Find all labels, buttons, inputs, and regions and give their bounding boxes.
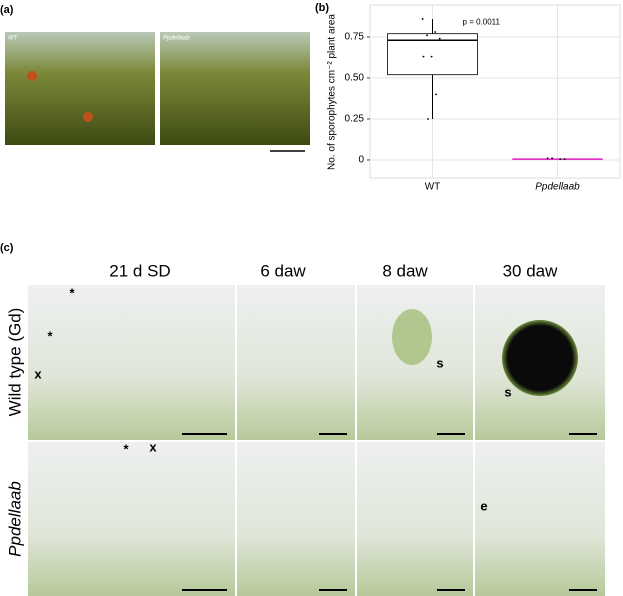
annotation: p = 0.0011 bbox=[463, 17, 501, 26]
annotation: * bbox=[69, 285, 75, 300]
point bbox=[559, 158, 562, 161]
point bbox=[546, 157, 549, 160]
point bbox=[438, 37, 441, 40]
y-tick-label: 0 bbox=[358, 155, 364, 166]
panel-label: (a) bbox=[0, 4, 14, 16]
column-header: 30 daw bbox=[503, 261, 559, 280]
panel-label: (c) bbox=[0, 242, 14, 254]
point bbox=[563, 158, 566, 161]
photo bbox=[237, 285, 355, 440]
y-tick-label: 0.25 bbox=[345, 114, 365, 125]
photo bbox=[28, 442, 235, 596]
point bbox=[430, 55, 433, 58]
annotation: x bbox=[149, 439, 157, 454]
panel-label: (b) bbox=[315, 2, 329, 14]
row-label: Ppdellaab bbox=[5, 481, 24, 557]
photo bbox=[160, 32, 310, 145]
annotation: * bbox=[123, 441, 129, 456]
plot-area bbox=[369, 4, 621, 179]
x-tick-label: Ppdellaab bbox=[535, 182, 580, 193]
y-tick-label: 0.75 bbox=[345, 32, 365, 43]
point bbox=[422, 55, 425, 58]
capsule bbox=[83, 112, 93, 122]
column-header: 21 d SD bbox=[109, 261, 170, 280]
row-label: Wild type (Gd) bbox=[5, 308, 24, 417]
sporophyte bbox=[392, 309, 432, 365]
image-label: WT bbox=[8, 36, 19, 42]
point bbox=[551, 157, 553, 160]
photo bbox=[28, 285, 235, 440]
annotation: * bbox=[47, 328, 53, 343]
photo bbox=[357, 442, 473, 596]
photo bbox=[475, 442, 605, 596]
y-axis-label: No. of sporophytes cm⁻² plant area bbox=[327, 14, 338, 170]
plot: 0 0.25 0.50 0.75 WT Ppdellaab p = 0.0011 bbox=[345, 4, 621, 193]
x-tick-label: WT bbox=[425, 182, 441, 193]
point bbox=[426, 34, 428, 37]
point bbox=[421, 18, 424, 20]
column-header: 8 daw bbox=[382, 261, 428, 280]
photo-grid: 21 d SD 6 daw 8 daw 30 daw Wild type (Gd) Ppd… bbox=[5, 261, 605, 596]
point bbox=[434, 31, 437, 33]
annotation: s bbox=[504, 384, 511, 399]
annotation: s bbox=[436, 355, 443, 370]
photo bbox=[237, 442, 355, 596]
photo bbox=[5, 32, 155, 145]
column-header: 6 daw bbox=[260, 261, 306, 280]
annotation: e bbox=[480, 498, 487, 513]
annotation: x bbox=[34, 366, 42, 381]
capsule bbox=[27, 71, 37, 81]
point bbox=[427, 118, 429, 120]
sporophyte bbox=[502, 320, 578, 396]
point bbox=[435, 93, 437, 96]
image-label: Ppdellaab bbox=[163, 36, 190, 42]
y-tick-label: 0.50 bbox=[345, 73, 365, 84]
